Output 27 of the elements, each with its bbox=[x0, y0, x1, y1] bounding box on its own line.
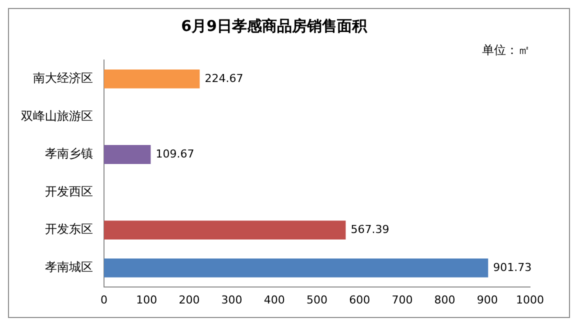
data-label: 901.73 bbox=[493, 260, 532, 274]
x-tick-label: 800 bbox=[434, 293, 456, 306]
y-tick-label: 开发西区 bbox=[45, 184, 93, 198]
x-tick-label: 500 bbox=[306, 293, 328, 306]
y-tick-label: 孝南城区 bbox=[45, 260, 93, 274]
x-tick-label: 600 bbox=[349, 293, 370, 306]
bar bbox=[104, 145, 151, 164]
data-label: 109.67 bbox=[156, 147, 194, 160]
y-tick-label: 南大经济区 bbox=[33, 71, 93, 86]
chart-title: 6月9日孝感商品房销售面积 bbox=[181, 16, 368, 35]
y-tick-label: 双峰山旅游区 bbox=[21, 108, 93, 123]
y-tick-label: 孝南乡镇 bbox=[45, 146, 93, 161]
x-tick-label: 200 bbox=[178, 293, 200, 306]
x-tick-label: 1000 bbox=[516, 293, 544, 306]
x-tick-label: 400 bbox=[264, 293, 285, 306]
data-label: 224.67 bbox=[204, 72, 244, 85]
x-tick-label: 0 bbox=[100, 293, 108, 306]
bar bbox=[104, 220, 346, 240]
x-tick-label: 100 bbox=[136, 293, 158, 306]
bar bbox=[104, 69, 200, 88]
x-tick-label: 700 bbox=[392, 293, 413, 306]
x-tick-label: 900 bbox=[476, 293, 498, 306]
x-tick-label: 300 bbox=[221, 293, 242, 306]
text: 单位：㎡ bbox=[482, 43, 530, 58]
y-tick-label: 开发东区 bbox=[45, 222, 93, 236]
data-label: 567.39 bbox=[350, 222, 390, 236]
bar bbox=[104, 258, 488, 278]
